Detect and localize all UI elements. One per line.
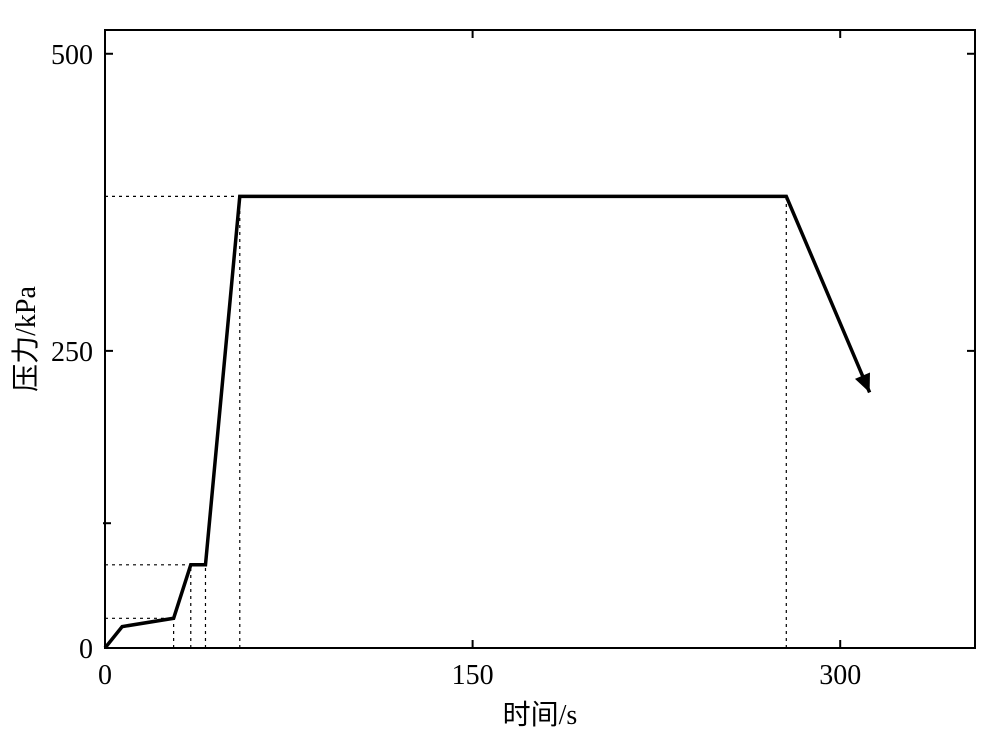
x-axis-label: 时间/s bbox=[503, 699, 578, 731]
pressure-time-chart: 0 150 300 0 250 500 时间/s 压力/kPa bbox=[0, 0, 1000, 755]
chart-svg: 0 150 300 0 250 500 时间/s 压力/kPa bbox=[0, 0, 1000, 755]
x-tick-label: 150 bbox=[452, 660, 494, 691]
y-axis-label: 压力/kPa bbox=[10, 286, 42, 392]
y-tick-label: 500 bbox=[51, 40, 93, 71]
y-tick-label: 250 bbox=[51, 337, 93, 368]
y-tick-label: 0 bbox=[79, 634, 93, 665]
x-tick-label: 300 bbox=[819, 660, 861, 691]
x-tick-label: 0 bbox=[98, 660, 112, 691]
